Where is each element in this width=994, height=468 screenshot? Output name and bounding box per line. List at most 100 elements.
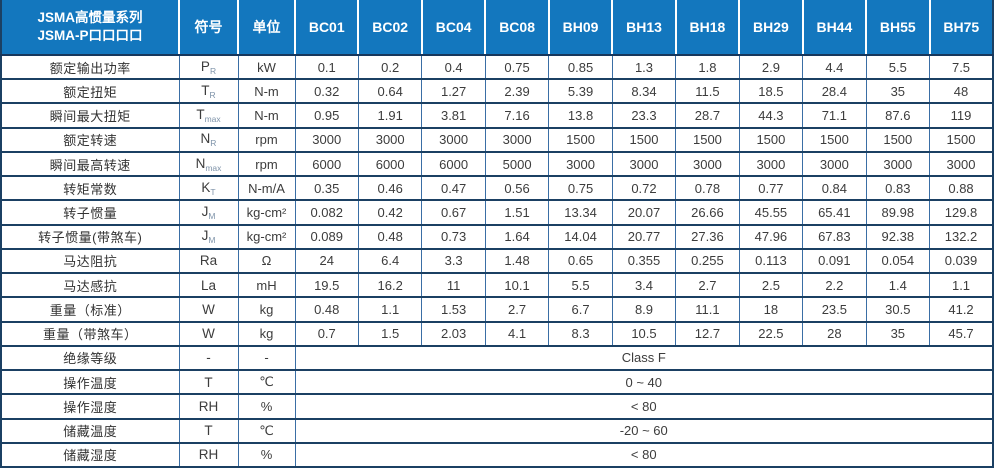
spec-value: 0.77 bbox=[738, 175, 803, 201]
symbol-base: N bbox=[200, 131, 211, 147]
spec-value: 3000 bbox=[738, 150, 803, 177]
spec-value: 0.091 bbox=[802, 247, 867, 274]
spec-value: 41.2 bbox=[929, 296, 993, 322]
header-row: JSMA高惯量系列 JSMA-P口口口口 符号 单位 BC01 BC02 BC04 B… bbox=[1, 0, 993, 56]
spec-value: 0.95 bbox=[294, 102, 359, 128]
spec-value: 24 bbox=[294, 247, 359, 274]
row-symbol: Ra bbox=[178, 247, 238, 274]
spec-value: 1500 bbox=[865, 126, 930, 152]
spec-value: 1.3 bbox=[611, 53, 676, 80]
symbol-base: Ra bbox=[199, 253, 218, 269]
row-symbol: KT bbox=[178, 175, 238, 201]
merged-value: < 80 bbox=[294, 393, 993, 419]
model-column-header: BH29 bbox=[738, 0, 803, 56]
row-label: 重量（带煞车） bbox=[1, 320, 179, 346]
spec-value: 8.34 bbox=[611, 78, 676, 104]
spec-value: 3000 bbox=[675, 150, 740, 177]
model-column-header: BH44 bbox=[801, 0, 867, 56]
row-label: 额定输出功率 bbox=[1, 53, 179, 80]
spec-value: 1.48 bbox=[484, 247, 549, 274]
row-unit: N-m/A bbox=[237, 175, 295, 201]
row-unit: - bbox=[237, 344, 295, 371]
symbol-base: - bbox=[206, 350, 211, 366]
spec-value: 6000 bbox=[421, 150, 486, 177]
spec-value: 1.64 bbox=[484, 223, 549, 249]
row-unit: kg bbox=[237, 296, 295, 322]
spec-value: 44.3 bbox=[738, 102, 803, 128]
row-symbol: JM bbox=[178, 223, 238, 249]
spec-value: 2.39 bbox=[484, 78, 549, 104]
spec-value: 0.73 bbox=[421, 223, 486, 249]
spec-value: 1500 bbox=[548, 126, 613, 152]
table-row: 操作湿度 RH% < 80 bbox=[1, 393, 993, 419]
row-label: 绝缘等级 bbox=[1, 344, 179, 371]
row-symbol: PR bbox=[178, 53, 238, 80]
spec-value: 3000 bbox=[929, 150, 993, 177]
row-label: 马达感抗 bbox=[1, 272, 179, 298]
spec-value: 3000 bbox=[611, 150, 676, 177]
row-unit: N-m bbox=[237, 78, 295, 104]
spec-value: 129.8 bbox=[929, 199, 993, 225]
spec-value: 1500 bbox=[929, 126, 993, 152]
spec-value: 1500 bbox=[802, 126, 867, 152]
symbol-base: La bbox=[200, 277, 217, 293]
row-unit: kW bbox=[237, 53, 295, 80]
spec-value: 6.7 bbox=[548, 296, 613, 322]
spec-value: 6.4 bbox=[357, 247, 422, 274]
spec-value: 28.7 bbox=[675, 102, 740, 128]
symbol-base: RH bbox=[198, 398, 219, 414]
spec-value: 3000 bbox=[357, 126, 422, 152]
row-unit: rpm bbox=[237, 150, 295, 177]
table-row: 马达阻抗 Ra Ω 24 6.4 3.3 1.48 0.65 0.355 0.255 0.113 0.… bbox=[1, 247, 993, 274]
row-symbol: RH bbox=[178, 393, 238, 419]
symbol-subscript: max bbox=[204, 114, 221, 125]
row-symbol: TR bbox=[178, 78, 238, 104]
series-title-line2: JSMA-P口口口口 bbox=[37, 28, 143, 43]
row-label: 转矩常数 bbox=[1, 175, 179, 201]
spec-value: 1.91 bbox=[357, 102, 422, 128]
spec-value: 1.4 bbox=[865, 272, 930, 298]
merged-value: Class F bbox=[294, 344, 993, 371]
spec-value: 5000 bbox=[484, 150, 549, 177]
spec-value: 1.53 bbox=[421, 296, 486, 322]
spec-value: 1.1 bbox=[929, 272, 993, 298]
symbol-column-header: 符号 bbox=[178, 0, 238, 56]
symbol-subscript: R bbox=[209, 89, 216, 100]
row-symbol: Nmax bbox=[178, 150, 238, 177]
spec-value: 1.51 bbox=[484, 199, 549, 225]
row-unit: mH bbox=[237, 272, 295, 298]
spec-value: 7.16 bbox=[484, 102, 549, 128]
symbol-subscript: R bbox=[210, 138, 217, 149]
spec-value: 0.84 bbox=[802, 175, 867, 201]
spec-value: 0.113 bbox=[738, 247, 803, 274]
table-row: 转子惯量 JM kg-cm² 0.082 0.42 0.67 1.51 13.34 20.07 2… bbox=[1, 199, 993, 225]
spec-value: 2.9 bbox=[738, 53, 803, 80]
spec-value: 2.7 bbox=[484, 296, 549, 322]
spec-value: 48 bbox=[929, 78, 993, 104]
row-unit: ℃ bbox=[237, 369, 295, 395]
spec-value: 0.67 bbox=[421, 199, 486, 225]
spec-value: 12.7 bbox=[675, 320, 740, 346]
spec-value: 0.255 bbox=[675, 247, 740, 274]
row-label: 马达阻抗 bbox=[1, 247, 179, 274]
spec-value: 3000 bbox=[548, 150, 613, 177]
spec-value: 5.5 bbox=[548, 272, 613, 298]
spec-value: 13.8 bbox=[548, 102, 613, 128]
spec-value: 6000 bbox=[357, 150, 422, 177]
table-row: 储藏温度 T ℃ -20 ~ 60 bbox=[1, 417, 993, 443]
spec-value: 0.47 bbox=[421, 175, 486, 201]
symbol-base: K bbox=[201, 179, 211, 195]
row-unit: kg bbox=[237, 320, 295, 346]
spec-value: 16.2 bbox=[357, 272, 422, 298]
symbol-base: T bbox=[204, 374, 213, 390]
spec-value: 0.75 bbox=[484, 53, 549, 80]
spec-value: 8.9 bbox=[611, 296, 676, 322]
spec-value: 3000 bbox=[802, 150, 867, 177]
spec-value: 2.5 bbox=[738, 272, 803, 298]
model-column-header: BH13 bbox=[611, 0, 676, 56]
spec-table-body: 额定输出功率 PR kW 0.1 0.2 0.4 0.75 0.85 1.3 1.8 2.9 4.4 5… bbox=[1, 53, 993, 467]
